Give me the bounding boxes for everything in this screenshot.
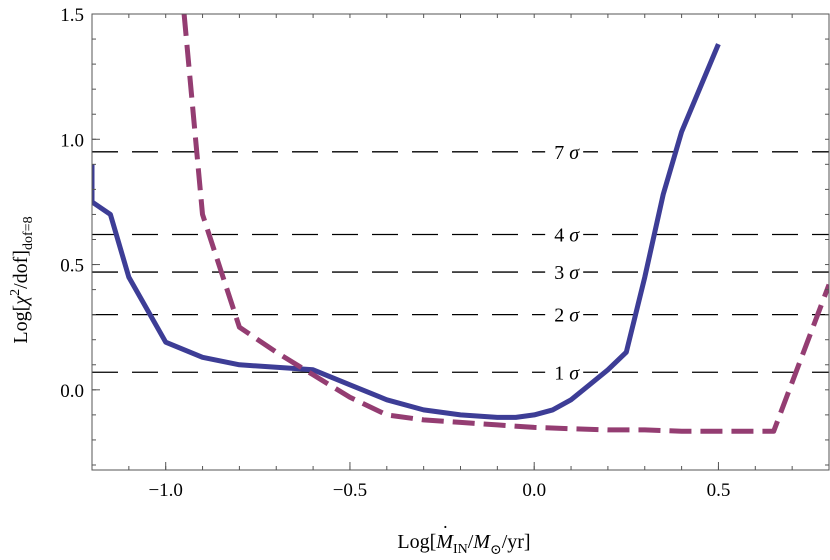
sigma-label-number: 1 [554,362,569,384]
sigma-labels: 1 σ2 σ3 σ4 σ7 σ [545,140,584,384]
x-axis-title-prefix: Log[ [397,531,436,553]
sigma-label-symbol: σ [569,362,580,384]
y-axis-title-middle: /dof] [10,250,32,289]
sigma-label-bg [545,361,584,384]
y-axis-title-sub: dof=8 [21,216,36,250]
sigma-label-2: 2 σ [554,305,580,327]
x-tick-label: −0.5 [333,480,367,501]
y-axis-title-prefix: Log[ [10,305,32,344]
sigma-label-bg [545,261,584,284]
series-dashed-line [181,14,829,434]
y-tick-label: 1.5 [60,5,84,26]
sigma-label-symbol: σ [569,224,580,246]
x-tick-label: 0.5 [707,480,731,501]
sigma-label-number: 4 [554,224,569,246]
x-tick-label: −1.0 [148,480,182,501]
sigma-label-4: 4 σ [554,224,580,246]
x-axis-title-suffix: /yr] [502,531,531,553]
sigma-label-7: 7 σ [554,142,580,164]
sigma-label-bg [545,140,584,163]
y-tick-label: 0.5 [60,256,84,277]
x-axis-title-sub-in: IN [453,542,468,557]
y-tick-label: 0.0 [60,381,84,402]
x-axis-title: Log[MIN/M⊙/yr] [397,531,530,558]
x-axis-title-slash: / [468,531,474,553]
x-axis-title-mdot-accent: ˙ [442,522,449,544]
x-axis-title-msun: M [472,531,491,553]
axis-ticks: −1.0 −0.5 0.0 0.5 0.0 0.5 1.0 1.5 [60,5,830,501]
x-axis-title-mdot: M [435,531,454,553]
x-axis-title-sun-symbol: ⊙ [490,543,502,558]
sigma-label-number: 7 [554,142,569,164]
y-axis-title-sup: 2 [8,289,23,296]
y-axis-title-chi: χ [10,295,32,307]
sigma-label-bg [545,303,584,326]
sigma-label-bg [545,223,584,246]
sigma-label-symbol: σ [569,262,580,284]
sigma-reference-lines [92,151,829,373]
sigma-label-number: 2 [554,305,569,327]
sigma-label-1: 1 σ [554,362,580,384]
series-solid-line [92,43,721,420]
plot-frame [91,13,830,471]
y-axis-title: Log[χ2/dof]dof=8 [8,216,36,343]
series-layer [92,14,829,434]
sigma-label-symbol: σ [569,305,580,327]
y-tick-label: 1.0 [60,130,84,151]
x-tick-label: 0.0 [522,480,546,501]
sigma-label-symbol: σ [569,142,580,164]
sigma-label-3: 3 σ [554,262,580,284]
sigma-label-number: 3 [554,262,569,284]
